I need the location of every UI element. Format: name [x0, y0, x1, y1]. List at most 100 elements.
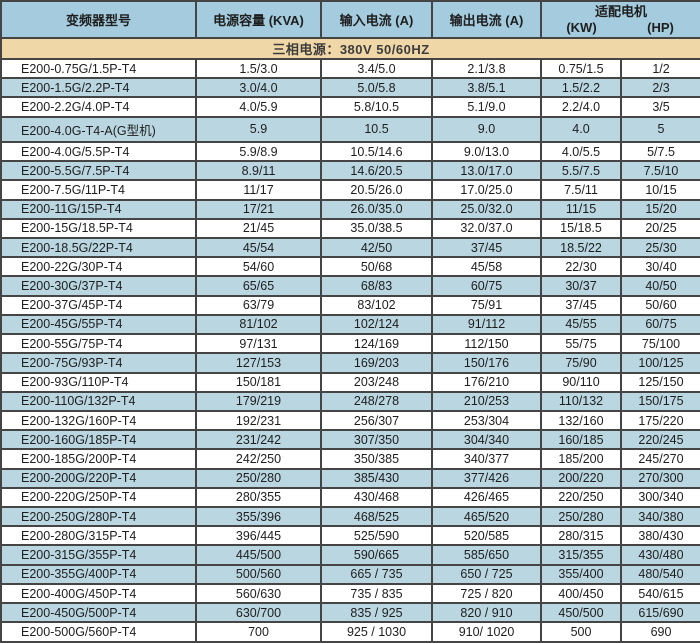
value-cell: 525/590: [320, 525, 433, 547]
value-cell: 91/112: [431, 313, 542, 336]
value-cell: 45/54: [195, 236, 322, 259]
value-cell: 340/380: [619, 506, 700, 528]
value-cell: 665 / 735: [320, 563, 433, 585]
value-cell: 102/124: [320, 313, 433, 336]
value-cell: 14.6/20.5: [320, 160, 433, 182]
model-cell: E200-0.75G/1.5P-T4: [0, 57, 197, 80]
value-cell: 7.5/11: [540, 179, 622, 201]
model-cell: E200-4.0G-T4-A(G型机): [0, 115, 197, 143]
header-model-column: 变频器型号: [0, 0, 197, 39]
value-cell: 30/40: [619, 256, 700, 278]
value-cell: 3.8/5.1: [431, 77, 542, 99]
table-row: E200-55G/75P-T4 97/131 124/169 112/150 55/75…: [0, 333, 700, 355]
model-cell: E200-200G/220P-T4: [0, 467, 197, 489]
model-cell: E200-250G/280P-T4: [0, 506, 197, 528]
value-cell: 468/525: [320, 506, 433, 528]
model-cell: E200-280G/315P-T4: [0, 525, 197, 547]
value-cell: 256/307: [320, 409, 433, 432]
value-cell: 820 / 910: [431, 602, 542, 624]
value-cell: 426/465: [431, 486, 542, 509]
value-cell: 81/102: [195, 313, 322, 336]
value-cell: 125/150: [619, 371, 700, 393]
value-cell: 75/100: [619, 333, 700, 355]
table-row: E200-355G/400P-T4 500/560 665 / 735 650 / 7…: [0, 563, 700, 585]
value-cell: 124/169: [320, 333, 433, 355]
value-cell: 4.0: [540, 115, 622, 143]
value-cell: 500: [540, 621, 622, 643]
table-row: E200-132G/160P-T4 192/231 256/307 253/304 13…: [0, 409, 700, 432]
table-row: E200-11G/15P-T4 17/21 26.0/35.0 25.0/32.0 11…: [0, 198, 700, 220]
table-row: E200-450G/500P-T4 630/700 835 / 925 820 / 9…: [0, 602, 700, 624]
table-row: E200-500G/560P-T4 700 925 / 1030 910/ 1020 5…: [0, 621, 700, 643]
value-cell: 37/45: [540, 294, 622, 316]
value-cell: 42/50: [320, 236, 433, 259]
value-cell: 590/665: [320, 544, 433, 566]
value-cell: 445/500: [195, 544, 322, 566]
power-supply-banner: 三相电源：380V 50/60HZ: [0, 37, 700, 60]
header-input-current-column: 输入电流 (A): [320, 0, 433, 39]
value-cell: 280/315: [540, 525, 622, 547]
value-cell: 2.2/4.0: [540, 96, 622, 118]
value-cell: 380/430: [619, 525, 700, 547]
model-cell: E200-7.5G/11P-T4: [0, 179, 197, 201]
value-cell: 160/185: [540, 429, 622, 451]
value-cell: 725 / 820: [431, 582, 542, 605]
model-cell: E200-132G/160P-T4: [0, 409, 197, 432]
value-cell: 9.0/13.0: [431, 140, 542, 163]
header-output-current-column: 输出电流 (A): [431, 0, 542, 39]
table-row: E200-1.5G/2.2P-T4 3.0/4.0 5.0/5.8 3.8/5.1 1.…: [0, 77, 700, 99]
model-cell: E200-45G/55P-T4: [0, 313, 197, 336]
value-cell: 5.8/10.5: [320, 96, 433, 118]
value-cell: 15/18.5: [540, 217, 622, 239]
value-cell: 22/30: [540, 256, 622, 278]
value-cell: 307/350: [320, 429, 433, 451]
table-row: E200-400G/450P-T4 560/630 735 / 835 725 / 8…: [0, 582, 700, 605]
value-cell: 175/220: [619, 409, 700, 432]
model-cell: E200-30G/37P-T4: [0, 275, 197, 297]
model-cell: E200-75G/93P-T4: [0, 352, 197, 374]
table-row: E200-110G/132P-T4 179/219 248/278 210/253 11…: [0, 390, 700, 412]
value-cell: 5: [619, 115, 700, 143]
value-cell: 37/45: [431, 236, 542, 259]
value-cell: 220/245: [619, 429, 700, 451]
table-row: E200-280G/315P-T4 396/445 525/590 520/585 28…: [0, 525, 700, 547]
value-cell: 270/300: [619, 467, 700, 489]
model-cell: E200-355G/400P-T4: [0, 563, 197, 585]
header-kw-label: (KW): [566, 20, 597, 35]
value-cell: 110/132: [540, 390, 622, 412]
value-cell: 90/110: [540, 371, 622, 393]
table-row: E200-37G/45P-T4 63/79 83/102 75/91 37/45 50/6…: [0, 294, 700, 316]
value-cell: 315/355: [540, 544, 622, 566]
model-cell: E200-18.5G/22P-T4: [0, 236, 197, 259]
value-cell: 21/45: [195, 217, 322, 239]
table-row: E200-30G/37P-T4 65/65 68/83 60/75 30/37 40/50: [0, 275, 700, 297]
value-cell: 430/480: [619, 544, 700, 566]
value-cell: 242/250: [195, 448, 322, 470]
value-cell: 250/280: [195, 467, 322, 489]
value-cell: 450/500: [540, 602, 622, 624]
value-cell: 50/68: [320, 256, 433, 278]
table-row: E200-45G/55P-T4 81/102 102/124 91/112 45/55 6…: [0, 313, 700, 336]
header-row: 变频器型号 电源容量 (KVA) 输入电流 (A) 输出电流 (A) 适配电机 …: [0, 0, 700, 39]
value-cell: 150/176: [431, 352, 542, 374]
value-cell: 210/253: [431, 390, 542, 412]
model-cell: E200-400G/450P-T4: [0, 582, 197, 605]
value-cell: 185/200: [540, 448, 622, 470]
value-cell: 63/79: [195, 294, 322, 316]
header-hp-label: (HP): [647, 20, 674, 35]
value-cell: 248/278: [320, 390, 433, 412]
value-cell: 340/377: [431, 448, 542, 470]
value-cell: 2/3: [619, 77, 700, 99]
value-cell: 50/60: [619, 294, 700, 316]
table-row: E200-5.5G/7.5P-T4 8.9/11 14.6/20.5 13.0/17.…: [0, 160, 700, 182]
model-cell: E200-93G/110P-T4: [0, 371, 197, 393]
value-cell: 304/340: [431, 429, 542, 451]
value-cell: 11/17: [195, 179, 322, 201]
value-cell: 615/690: [619, 602, 700, 624]
header-motor-group: 适配电机 (KW) (HP): [539, 0, 700, 39]
value-cell: 112/150: [431, 333, 542, 355]
value-cell: 385/430: [320, 467, 433, 489]
value-cell: 4.0/5.9: [195, 96, 322, 118]
value-cell: 127/153: [195, 352, 322, 374]
